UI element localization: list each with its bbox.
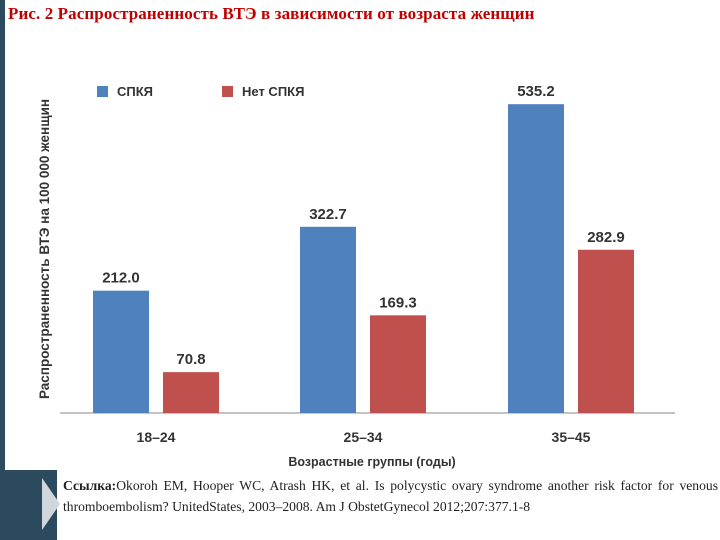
- bar-chart: 212.0 322.7 535.2 70.8 169.3 282.9 18–24 25–34 3…: [37, 83, 675, 469]
- x-axis-title: Возрастные группы (годы): [288, 455, 455, 469]
- data-label-pcos-1: 322.7: [309, 206, 347, 223]
- legend-label-1: Нет СПКЯ: [242, 84, 304, 99]
- figure-title: Рис. 2 Распространенность ВТЭ в зависимо…: [8, 4, 535, 23]
- data-label-pcos-2: 535.2: [517, 83, 555, 100]
- bar-no-pcos-1: [370, 315, 426, 413]
- data-label-no-pcos-1: 169.3: [379, 294, 417, 311]
- bar-no-pcos-0: [163, 372, 219, 413]
- bar-pcos-1: [300, 226, 356, 413]
- reference-body: Okoroh EM, Hooper WC, Atrash HK, et al. …: [63, 478, 718, 514]
- bar-pcos-2: [508, 104, 564, 413]
- reference-label: Ссылка:: [63, 478, 117, 493]
- legend-swatch-0: [97, 86, 108, 97]
- category-label-0: 18–24: [137, 429, 176, 445]
- reference-text: Ссылка:Okoroh EM, Hooper WC, Atrash HK, …: [63, 475, 718, 517]
- category-label-2: 35–45: [552, 429, 591, 445]
- bar-no-pcos-2: [578, 249, 634, 413]
- category-label-1: 25–34: [344, 429, 383, 445]
- data-label-no-pcos-0: 70.8: [176, 351, 205, 368]
- data-label-no-pcos-2: 282.9: [587, 229, 625, 246]
- chevron-icon: [42, 478, 60, 530]
- legend-label-0: СПКЯ: [117, 84, 153, 99]
- legend-swatch-1: [222, 86, 233, 97]
- left-decor-strip: [0, 0, 5, 540]
- data-label-pcos-0: 212.0: [102, 270, 140, 287]
- bar-pcos-0: [93, 290, 149, 413]
- y-axis-title: Распространенность ВТЭ на 100 000 женщин: [37, 99, 52, 399]
